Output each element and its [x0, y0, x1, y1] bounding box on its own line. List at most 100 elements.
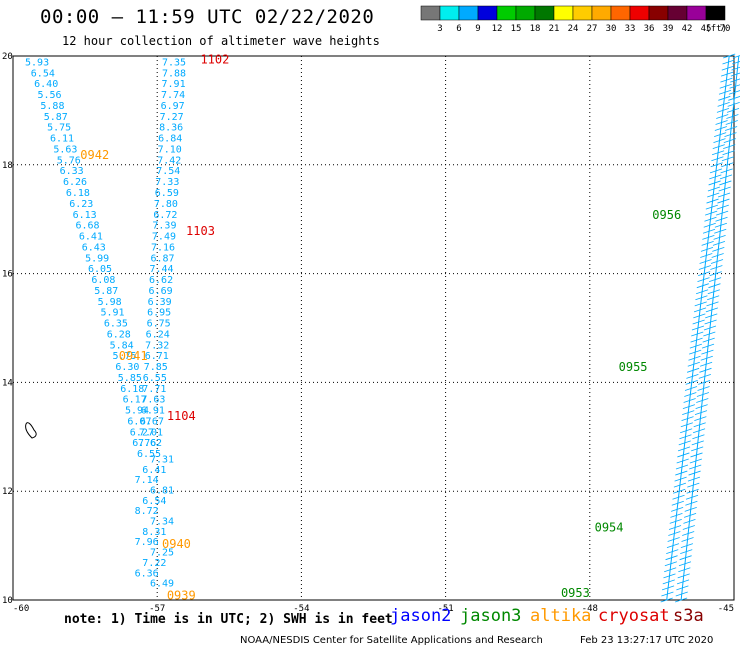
jason-track-tick: [709, 168, 723, 174]
jason-track-tick: [682, 531, 695, 536]
jason-track-tick: [676, 579, 690, 585]
swh-value: 7.32: [145, 340, 169, 351]
jason-track-tick: [722, 150, 735, 156]
swh-value: 6.91: [141, 406, 165, 417]
jason-track-tick: [685, 494, 699, 500]
jason-track-tick: [683, 398, 696, 403]
jason-track-tick: [701, 343, 715, 349]
swh-value: 6.75: [147, 319, 171, 330]
swh-value: 6.39: [148, 297, 172, 308]
x-tick-label: -57: [149, 604, 165, 614]
colorbar-swatch: [572, 5, 593, 21]
jason-track-tick: [731, 66, 740, 71]
colorbar-tick: 39: [663, 24, 674, 34]
swh-value: 6.36: [135, 568, 159, 579]
jason-track-tick: [693, 307, 707, 313]
swh-value: 7.44: [150, 264, 174, 275]
colorbar-tick: 6: [456, 24, 461, 34]
jason-track-tick: [705, 210, 718, 216]
swh-value: 7.42: [157, 155, 181, 166]
colorbar-tick: 42: [682, 24, 693, 34]
swh-value: 7.96: [135, 537, 159, 548]
time-label: 1104: [167, 409, 196, 423]
jason-track-tick: [732, 61, 740, 65]
jason-track-tick: [698, 380, 711, 385]
colorbar-swatch: [534, 5, 555, 21]
swh-value: 5.75: [112, 351, 136, 362]
jason-track-tick: [710, 259, 724, 264]
jason-track-tick: [678, 440, 691, 446]
swh-value: 7.14: [135, 475, 159, 486]
jason-track-tick: [683, 512, 697, 518]
swh-value: 7.74: [161, 90, 185, 101]
jason-track-tick: [696, 283, 709, 289]
jason-track-tick: [700, 247, 714, 252]
jason-track-tick: [708, 277, 722, 283]
swh-value: 6.05: [88, 264, 112, 275]
swh-value: 7.16: [151, 242, 175, 253]
colorbar-tick: 9: [475, 24, 480, 34]
jason-track-tick: [694, 416, 707, 422]
page-title: 00:00 – 11:59 UTC 02/22/2020: [40, 6, 375, 28]
swh-value: 5.99: [85, 253, 109, 264]
swh-value: 6.84: [158, 134, 182, 145]
jason-track-tick: [710, 162, 723, 168]
jason-track-tick: [713, 234, 726, 240]
jason-track-tick: [682, 410, 695, 416]
jason-track-tick: [693, 313, 706, 319]
jason-track-tick: [707, 289, 720, 295]
colorbar-swatch: [686, 5, 707, 21]
swh-value: 7.22: [142, 558, 166, 569]
jason-track-tick: [718, 89, 732, 95]
jason-track-tick: [663, 573, 676, 579]
swh-value: 6.97: [161, 101, 185, 112]
jason-track-tick: [693, 422, 706, 428]
swh-value: 5.87: [94, 286, 118, 297]
colorbar-swatch: [705, 5, 726, 21]
satellite-tracks: [660, 53, 740, 603]
swh-value: 5.76: [57, 155, 81, 166]
swh-value: 5.98: [98, 297, 122, 308]
colorbar-tick: 45: [701, 24, 712, 34]
jason-track-tick: [728, 90, 740, 95]
swh-value: 6.17: [123, 395, 147, 406]
jason-track-tick: [694, 301, 707, 307]
swh-value: 6.18: [66, 188, 90, 199]
swh-value: 6.95: [147, 308, 171, 319]
jason-track-tick: [705, 204, 718, 210]
jason-track-tick: [709, 271, 722, 276]
jason-track-tick: [680, 422, 693, 428]
jason-track-tick: [695, 404, 708, 409]
x-tick-label: -48: [582, 604, 598, 614]
jason-track-tick: [705, 307, 719, 313]
swh-value: 8.31: [142, 527, 166, 538]
time-label: 0956: [652, 208, 681, 222]
swh-value: 6.54: [142, 496, 166, 507]
swh-value: 8.36: [159, 123, 183, 134]
jason-track-tick: [668, 525, 682, 530]
jason-track-tick: [685, 500, 698, 506]
jason-track-tick: [695, 295, 708, 301]
jason-track-tick: [714, 228, 727, 234]
swh-value: 6.33: [60, 166, 84, 177]
time-label: 0953: [561, 586, 590, 600]
colorbar-swatch: [553, 5, 574, 21]
jason-track-tick: [714, 126, 727, 131]
x-tick-label: -60: [13, 604, 29, 614]
legend-s3a: s3a: [673, 606, 704, 626]
swh-value: 6.28: [107, 329, 131, 340]
jason-track-tick: [661, 585, 675, 591]
jason-track-tick: [679, 434, 692, 440]
jason-track-tick: [698, 265, 712, 270]
time-label: 0939: [167, 589, 196, 603]
jason-track-tick: [704, 319, 717, 325]
jason-track-tick: [716, 114, 729, 119]
jason-track-tick: [696, 398, 709, 403]
swh-value: 7.49: [152, 232, 176, 243]
credit-text: NOAA/NESDIS Center for Satellite Applica…: [240, 635, 543, 646]
jason-track-tick: [685, 380, 698, 385]
jason-track-tick: [692, 319, 705, 325]
jason-track-tick: [680, 428, 693, 434]
swh-value: 6.07: [127, 416, 151, 427]
jason-track-tick: [712, 247, 725, 252]
